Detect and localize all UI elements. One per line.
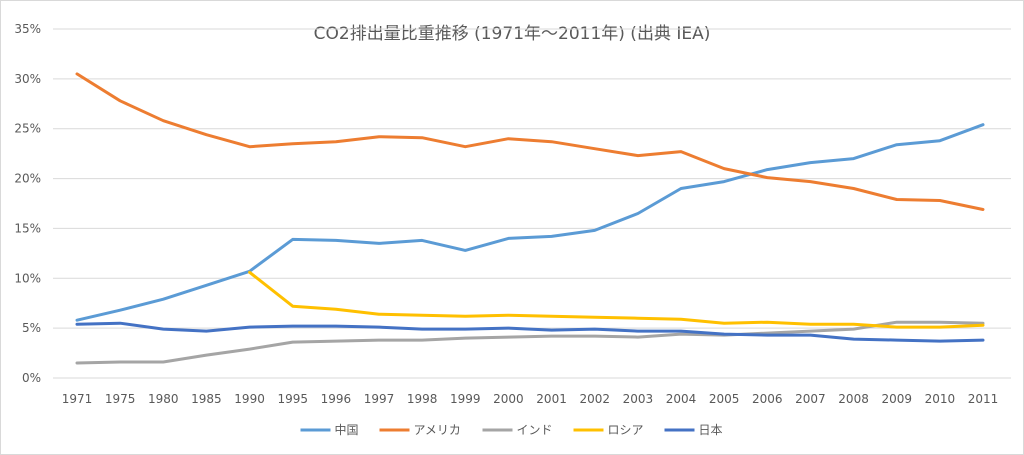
x-tick-label: 1980 — [148, 392, 179, 406]
x-tick-label: 2008 — [838, 392, 869, 406]
legend-label: インド — [517, 423, 553, 437]
x-tick-label: 1975 — [105, 392, 136, 406]
x-tick-label: 1998 — [407, 392, 438, 406]
x-tick-label: 1995 — [277, 392, 308, 406]
y-tick-label: 20% — [14, 172, 41, 186]
x-tick-label: 2002 — [579, 392, 610, 406]
legend-label: アメリカ — [414, 423, 461, 437]
series-lines — [75, 72, 985, 365]
x-tick-label: 2010 — [925, 392, 956, 406]
legend-item: ロシア — [573, 423, 644, 437]
legend-label: 中国 — [335, 422, 359, 437]
x-tick-label: 2011 — [968, 392, 999, 406]
x-axis: 1971 1975 1980 1985 1990 1995 1996 1997 1998 1999… — [62, 392, 999, 406]
y-axis: 0% 5% 10% 15% 20% 25% 30% 35% — [14, 22, 41, 385]
legend-label: 日本 — [699, 423, 723, 437]
x-tick-label: 2009 — [881, 392, 912, 406]
series-line-1 — [75, 123, 985, 322]
y-tick-label: 35% — [14, 22, 41, 36]
legend-item: 中国 — [300, 422, 359, 437]
y-tick-label: 10% — [14, 271, 41, 285]
y-tick-label: 5% — [22, 321, 41, 335]
x-tick-label: 2006 — [752, 392, 783, 406]
x-tick-label: 1996 — [321, 392, 352, 406]
grid-lines — [53, 28, 1011, 379]
x-tick-label: 1990 — [234, 392, 265, 406]
y-tick-label: 25% — [14, 122, 41, 136]
legend-item: アメリカ — [379, 423, 461, 437]
x-tick-label: 2003 — [623, 392, 654, 406]
chart-title: CO2排出量比重推移 (1971年～2011年) (出典 IEA) — [314, 24, 711, 44]
legend: 中国 アメリカ インド ロシア 日本 — [300, 422, 723, 437]
series-line-2 — [75, 72, 985, 211]
legend-item: 日本 — [664, 423, 723, 437]
y-tick-label: 15% — [14, 221, 41, 235]
series-line-5 — [75, 321, 985, 343]
x-tick-label: 1997 — [364, 392, 395, 406]
legend-label: ロシア — [608, 423, 644, 437]
legend-item: インド — [482, 423, 553, 437]
x-tick-label: 2005 — [709, 392, 740, 406]
x-tick-label: 1971 — [62, 392, 93, 406]
x-tick-label: 2004 — [666, 392, 697, 406]
x-tick-label: 2001 — [536, 392, 567, 406]
x-tick-label: 1999 — [450, 392, 481, 406]
series-line-3 — [75, 320, 985, 365]
x-tick-label: 2007 — [795, 392, 826, 406]
y-tick-label: 30% — [14, 72, 41, 86]
series-line-4 — [248, 270, 985, 329]
x-tick-label: 2000 — [493, 392, 524, 406]
y-tick-label: 0% — [22, 371, 41, 385]
x-tick-label: 1985 — [191, 392, 222, 406]
